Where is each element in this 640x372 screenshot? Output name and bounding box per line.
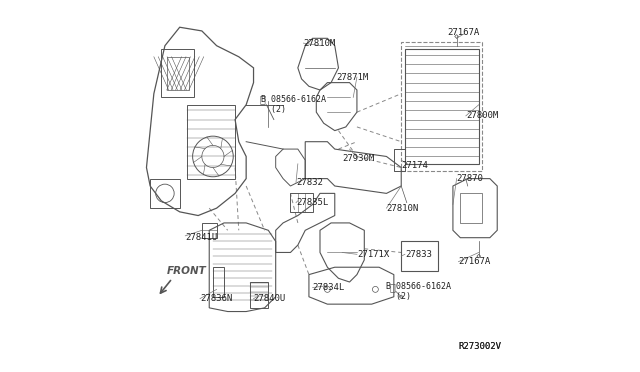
Text: Ⓑ: Ⓑ xyxy=(260,94,266,104)
Text: B 08566-6162A
  (2): B 08566-6162A (2) xyxy=(261,95,326,115)
Text: 27835L: 27835L xyxy=(296,198,328,207)
Text: 27836N: 27836N xyxy=(200,294,232,303)
Text: 27810N: 27810N xyxy=(387,203,419,213)
Text: R273002V: R273002V xyxy=(458,342,502,351)
Text: B 08566-6162A
  (2): B 08566-6162A (2) xyxy=(387,282,451,301)
Text: 27832: 27832 xyxy=(296,178,323,187)
Text: 27800M: 27800M xyxy=(466,111,498,121)
Text: 27174: 27174 xyxy=(401,161,428,170)
Text: 27871M: 27871M xyxy=(337,73,369,81)
Text: 27167A: 27167A xyxy=(447,28,479,37)
Text: 27167A: 27167A xyxy=(458,257,491,266)
Text: Ⓑ: Ⓑ xyxy=(389,283,395,292)
Text: R273002V: R273002V xyxy=(458,342,502,351)
Text: 27930M: 27930M xyxy=(342,154,374,163)
Text: 27870: 27870 xyxy=(456,174,483,183)
Text: 27810M: 27810M xyxy=(303,39,335,48)
Text: FRONT: FRONT xyxy=(167,266,207,276)
Text: 27840U: 27840U xyxy=(253,294,286,303)
Text: 27841U: 27841U xyxy=(185,233,218,242)
Text: 27834L: 27834L xyxy=(312,283,345,292)
Text: 27833: 27833 xyxy=(405,250,432,259)
Text: 27171X: 27171X xyxy=(357,250,389,259)
